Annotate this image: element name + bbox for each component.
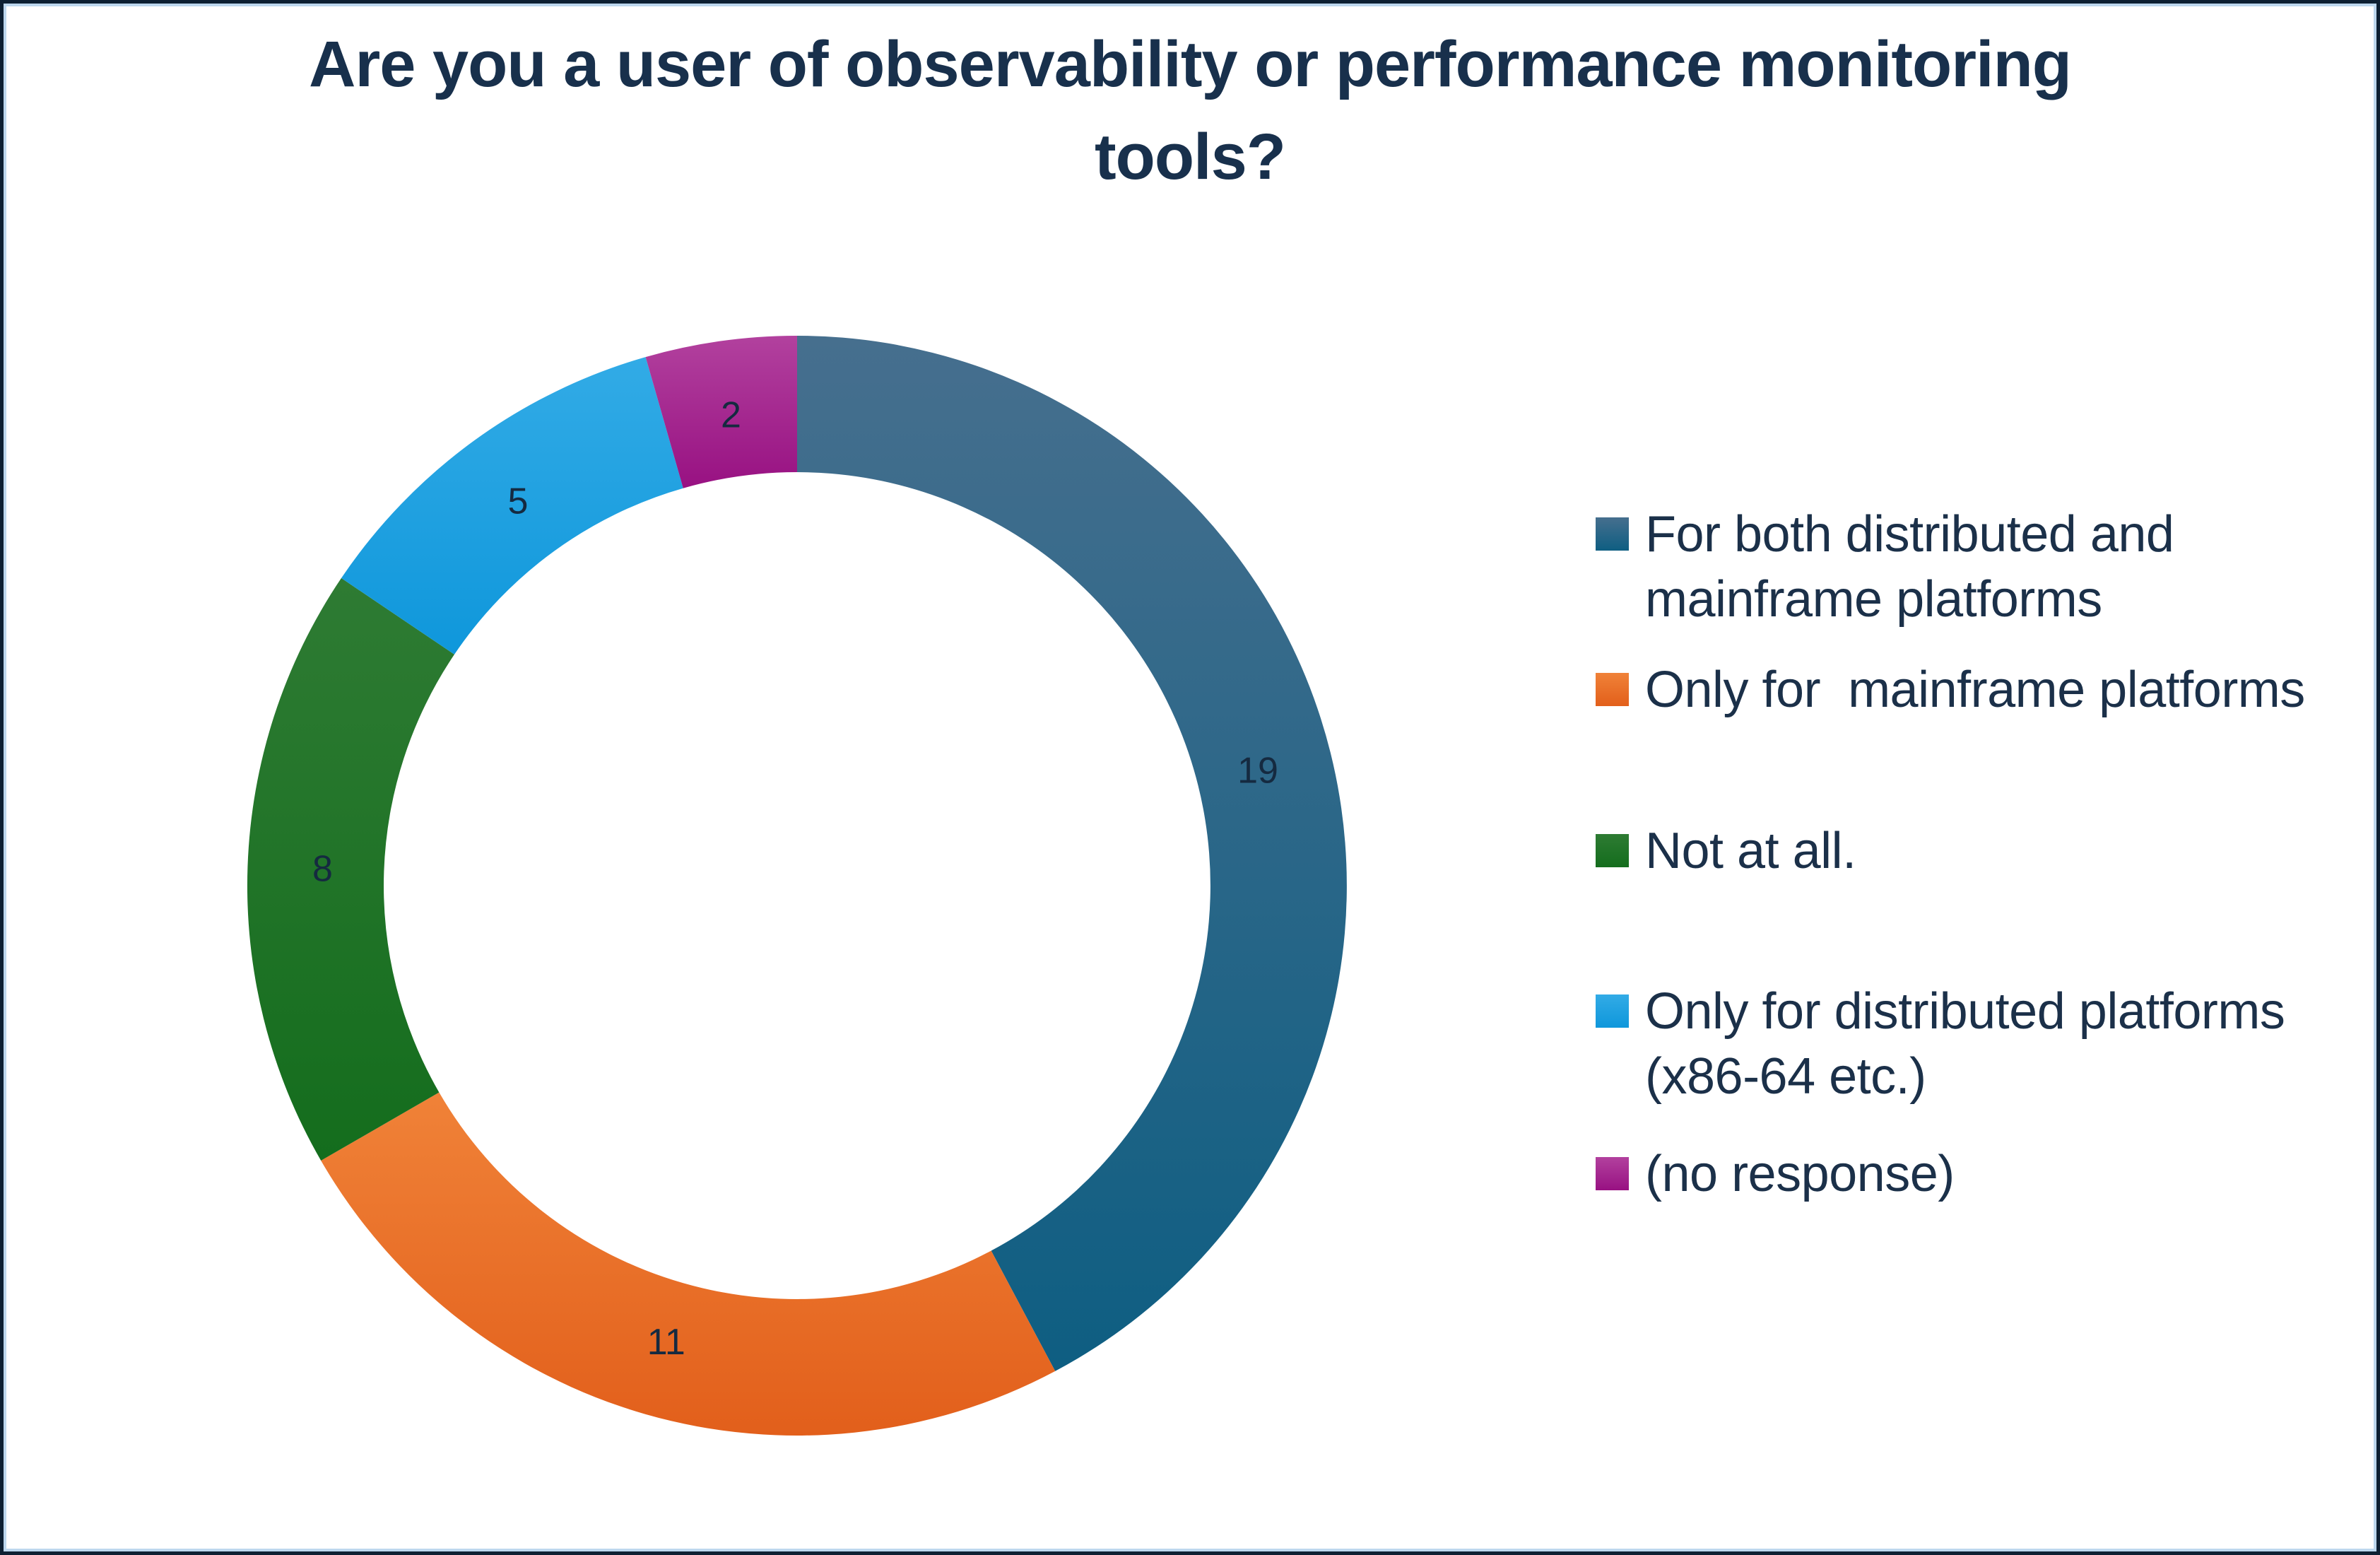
chart-title-line2: tools? [1095, 120, 1286, 193]
legend-label-line: mainframe platforms [1645, 571, 2102, 628]
donut-segment-4 [645, 335, 797, 488]
donut-segment-0 [797, 336, 1347, 1371]
legend-label-line: Not at all. [1645, 823, 1856, 879]
legend-swatch-not-at-all [1596, 834, 1629, 867]
chart-title: Are you a user of observability or perfo… [0, 18, 2380, 203]
legend-label-line: (no response) [1645, 1146, 1955, 1202]
legend-label-no-response: (no response) [1645, 1142, 1955, 1207]
legend-item-only-mainframe: Only for mainframe platforms [1596, 657, 2373, 722]
legend-label-line: Only for distributed platforms [1645, 983, 2285, 1040]
legend-label-both-platforms: For both distributed and mainframe platfo… [1645, 502, 2174, 632]
legend-swatch-no-response [1596, 1157, 1629, 1190]
segment-value-label-1: 11 [647, 1322, 685, 1363]
legend-label-only-distributed: Only for distributed platforms (x86-64 et… [1645, 979, 2285, 1109]
donut-segment-1 [321, 1092, 1056, 1436]
segment-value-label-2: 8 [312, 849, 333, 890]
legend-item-both-platforms: For both distributed and mainframe platfo… [1596, 502, 2373, 632]
legend-item-no-response: (no response) [1596, 1142, 2373, 1207]
chart-title-line1: Are you a user of observability or perfo… [309, 28, 2072, 100]
legend-swatch-only-distributed [1596, 994, 1629, 1028]
legend-swatch-both-platforms [1596, 517, 1629, 551]
donut-segment-3 [341, 357, 683, 655]
donut-segment-2 [247, 577, 454, 1161]
segment-value-label-4: 2 [721, 395, 741, 436]
legend-label-line: Only for mainframe platforms [1645, 662, 2305, 718]
legend-label-not-at-all: Not at all. [1645, 818, 1856, 884]
segment-value-label-0: 19 [1237, 750, 1278, 791]
legend-item-not-at-all: Not at all. [1596, 818, 2373, 884]
legend-label-line: (x86-64 etc.) [1645, 1048, 1926, 1105]
segment-value-label-3: 5 [508, 481, 529, 522]
legend-item-only-distributed: Only for distributed platforms (x86-64 et… [1596, 979, 2373, 1109]
legend-swatch-only-mainframe [1596, 673, 1629, 706]
legend-label-only-mainframe: Only for mainframe platforms [1645, 657, 2305, 722]
legend-label-line: For both distributed and [1645, 506, 2174, 563]
